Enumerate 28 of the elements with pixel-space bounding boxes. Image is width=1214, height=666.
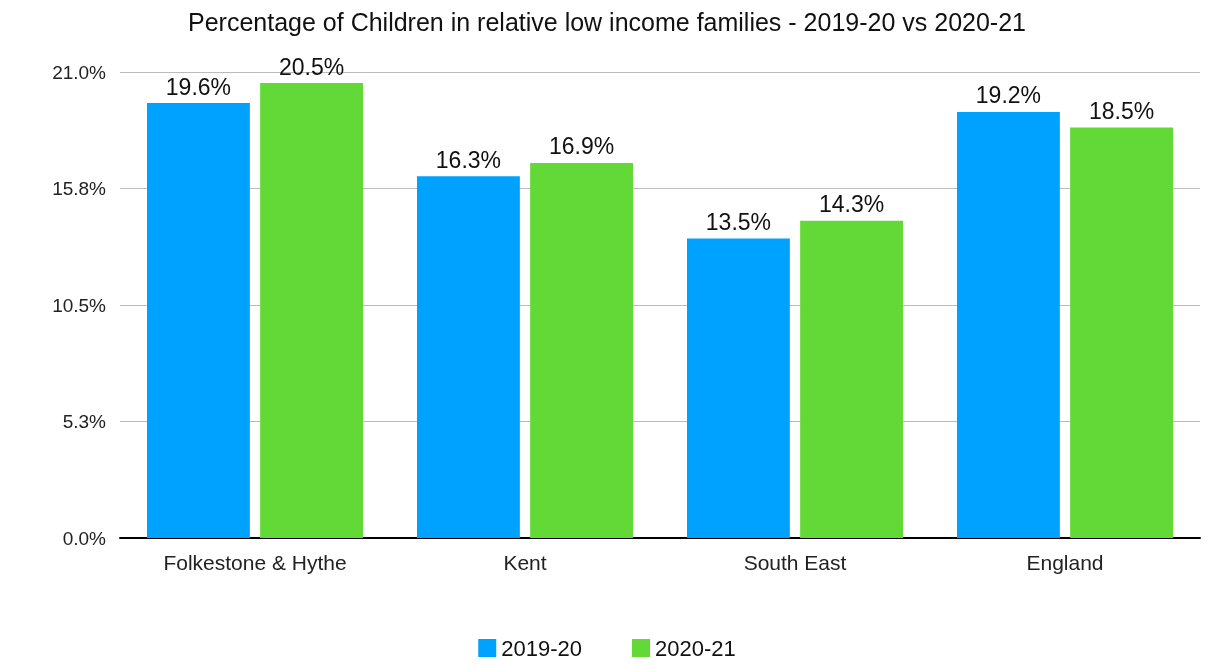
y-tick-label: 0.0% [62,527,107,549]
y-tick-label: 5.3% [62,411,107,432]
bar [957,111,1060,538]
chart-title: Percentage of Children in relative low income families - 2019-20 vs 2020-21 [188,7,1026,36]
x-tick-label: Kent [503,551,547,574]
legend-label: 2020-21 [655,635,736,661]
data-label: 19.6% [165,73,232,100]
bar [687,238,790,538]
y-tick-label: 15.8% [52,178,107,199]
bar [530,162,633,538]
data-label: 20.5% [278,53,345,80]
x-tick-label: England [1026,551,1104,574]
data-label: 19.2% [975,82,1042,109]
legend-label: 2019-20 [501,635,583,661]
data-label: 18.5% [1088,97,1155,124]
data-label: 16.3% [435,146,502,173]
data-label: 13.5% [705,208,772,235]
bar [260,83,363,538]
data-label: 16.9% [548,133,615,160]
x-tick-label: South East [743,551,847,574]
x-tick-label: Folkestone & Hythe [163,551,347,574]
data-label: 14.3% [818,191,885,218]
y-tick-label: 21.0% [52,61,107,83]
bar [1070,127,1173,538]
bar [800,220,903,538]
y-tick-label: 10.5% [52,294,107,316]
bar [147,103,250,538]
bar [417,176,520,538]
